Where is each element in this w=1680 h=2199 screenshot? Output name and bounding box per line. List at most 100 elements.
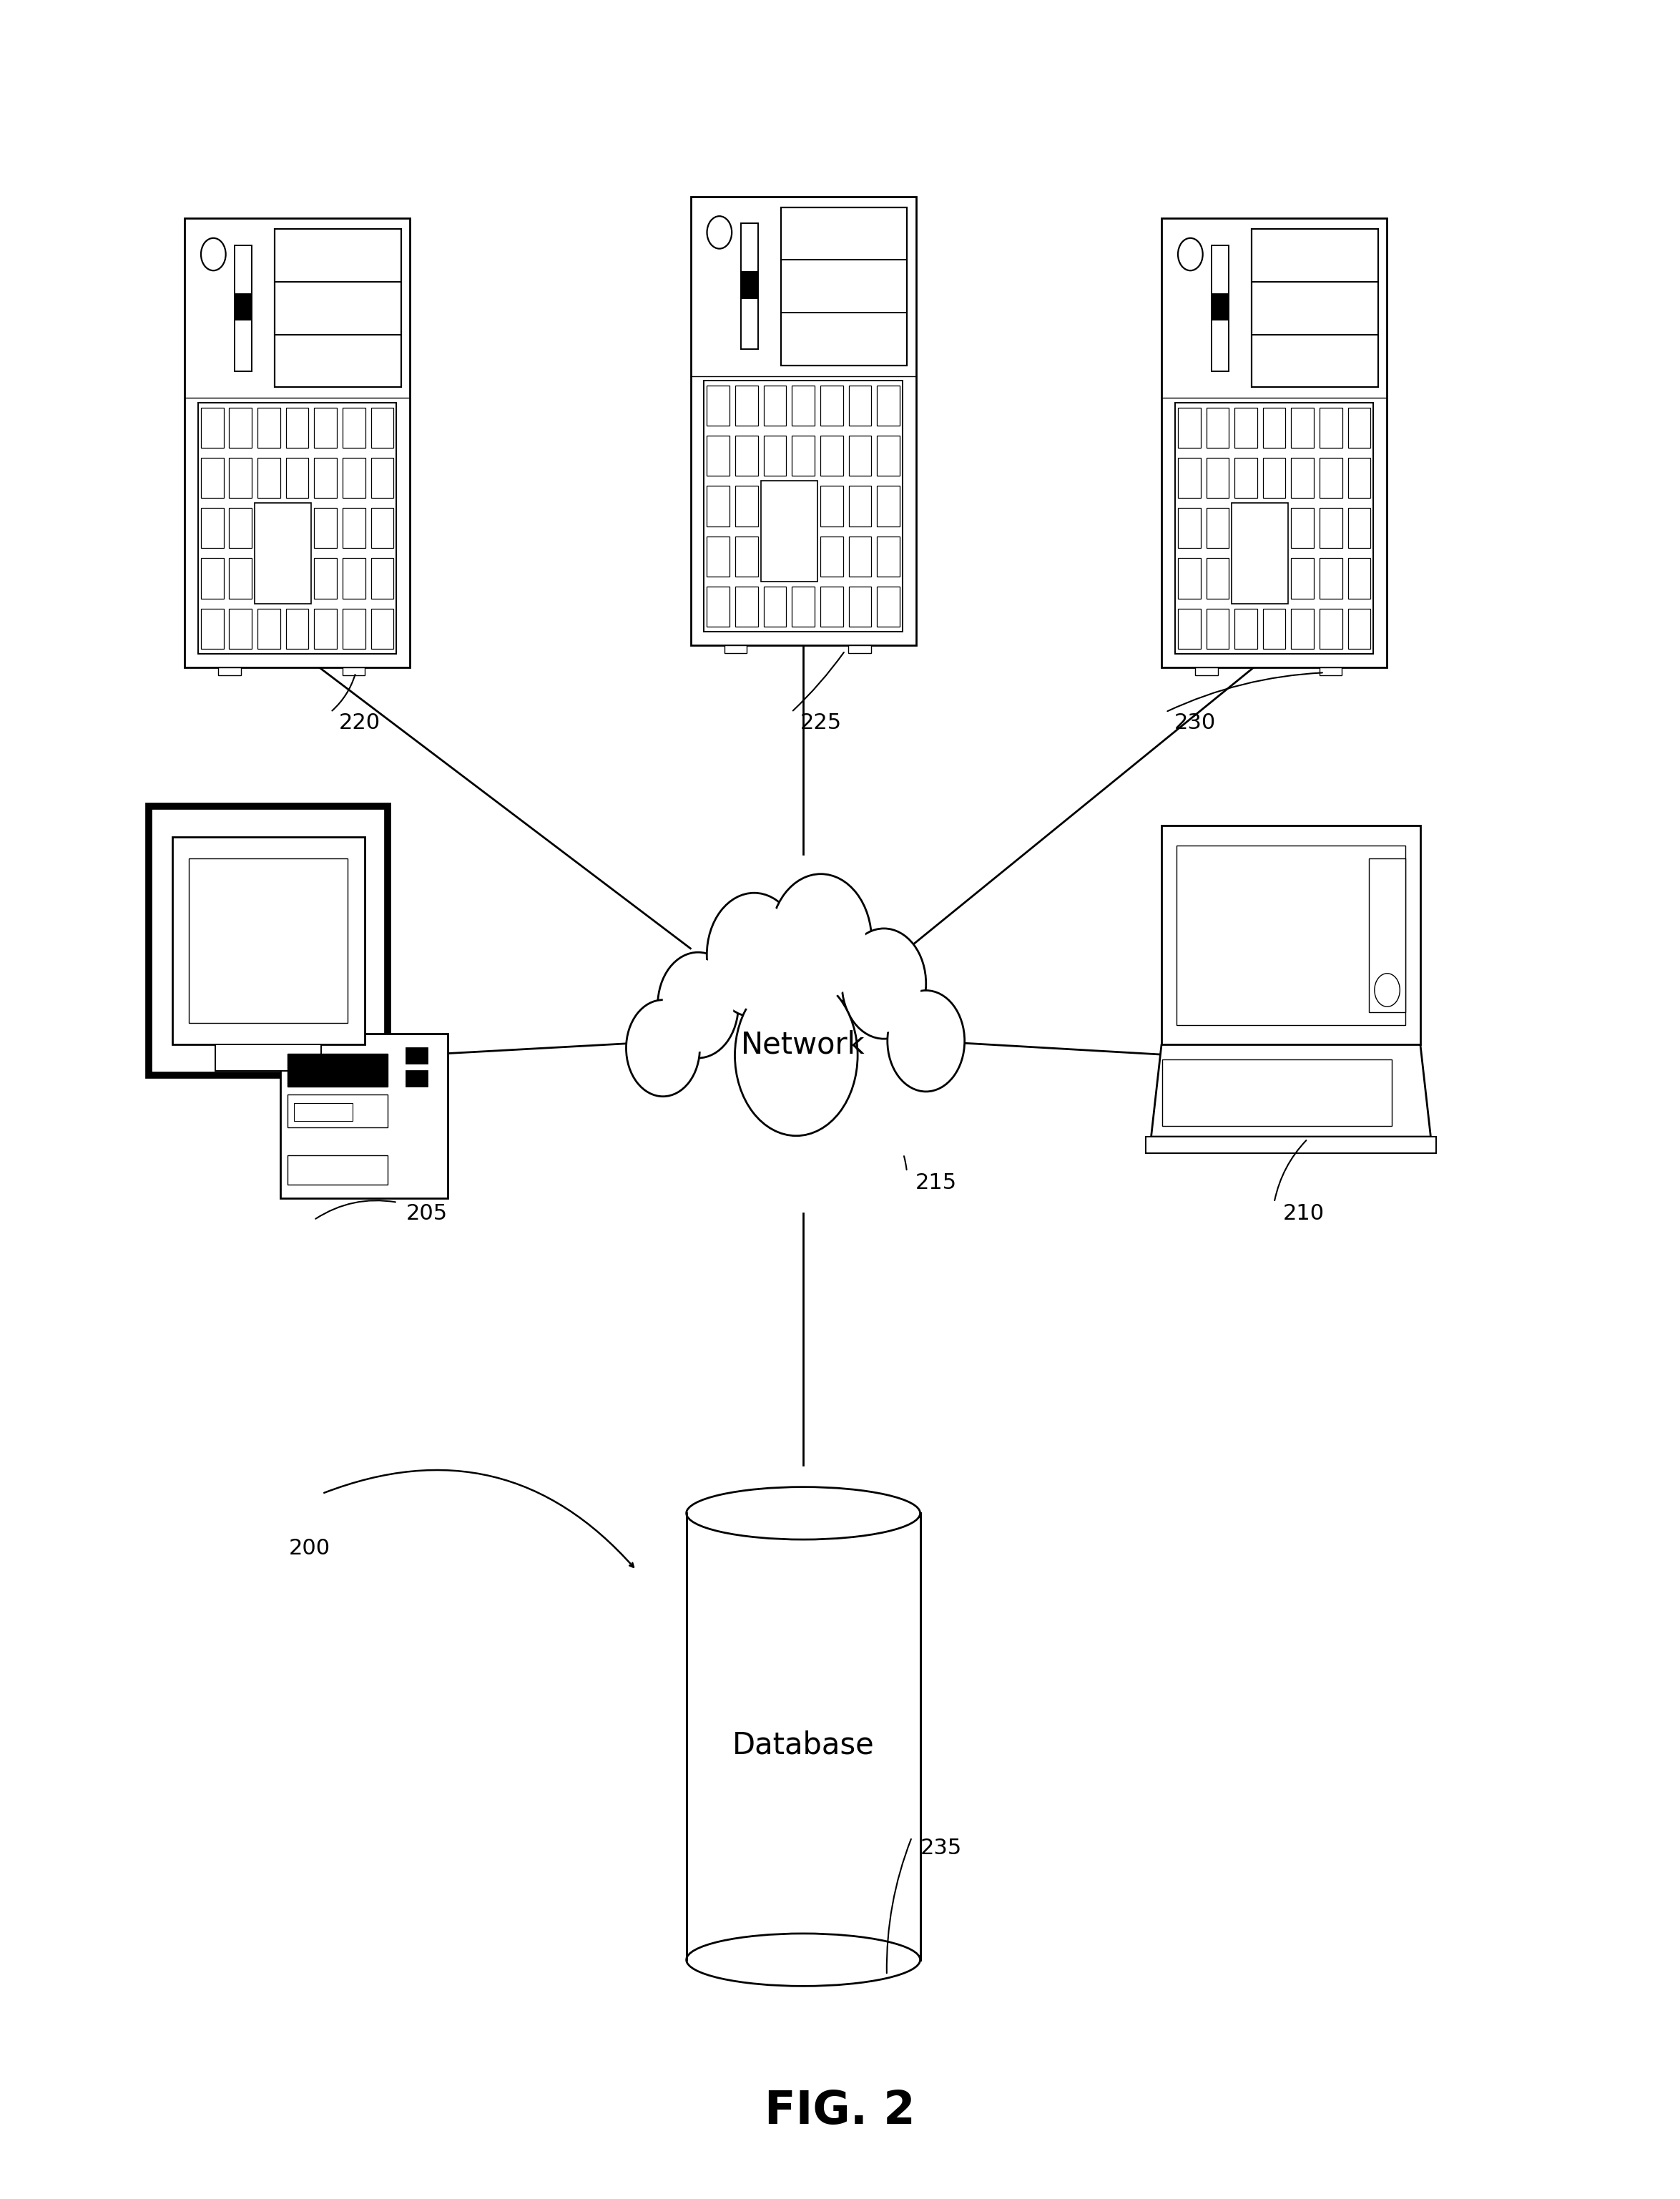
- Bar: [877, 486, 899, 526]
- Bar: [314, 508, 338, 548]
- Bar: [202, 407, 223, 449]
- Text: 200: 200: [289, 1537, 331, 1559]
- Bar: [314, 609, 338, 649]
- Bar: [257, 609, 281, 649]
- Bar: [1235, 609, 1257, 649]
- Bar: [764, 537, 786, 576]
- Bar: [228, 609, 252, 649]
- Bar: [707, 537, 729, 576]
- Bar: [257, 508, 281, 548]
- Bar: [1178, 508, 1201, 548]
- Bar: [820, 537, 843, 576]
- Circle shape: [707, 893, 801, 1016]
- Circle shape: [712, 899, 796, 1009]
- Bar: [741, 224, 758, 350]
- Bar: [202, 508, 223, 548]
- Bar: [1347, 508, 1371, 548]
- Bar: [687, 1513, 921, 1959]
- Bar: [1163, 1060, 1391, 1126]
- Text: FIG. 2: FIG. 2: [764, 2089, 916, 2133]
- Circle shape: [842, 928, 926, 1038]
- Polygon shape: [1151, 1045, 1431, 1137]
- Bar: [215, 1045, 321, 1071]
- Bar: [1206, 508, 1228, 548]
- Circle shape: [1374, 974, 1399, 1007]
- Bar: [314, 407, 338, 449]
- Bar: [1347, 559, 1371, 598]
- Bar: [1231, 504, 1289, 603]
- Bar: [736, 537, 758, 576]
- Bar: [371, 609, 393, 649]
- Circle shape: [657, 952, 739, 1058]
- Bar: [1292, 457, 1314, 497]
- Bar: [1211, 246, 1230, 372]
- Bar: [791, 587, 815, 627]
- Bar: [235, 246, 252, 372]
- Bar: [343, 666, 365, 675]
- Bar: [1206, 407, 1228, 449]
- Bar: [848, 435, 872, 475]
- Text: 215: 215: [916, 1172, 956, 1194]
- Bar: [781, 207, 907, 365]
- Circle shape: [887, 990, 964, 1091]
- Circle shape: [707, 216, 732, 248]
- Bar: [287, 1154, 388, 1185]
- Bar: [1178, 609, 1201, 649]
- Bar: [1146, 1137, 1436, 1152]
- Bar: [1292, 508, 1314, 548]
- Bar: [257, 559, 281, 598]
- Bar: [764, 435, 786, 475]
- Bar: [1292, 407, 1314, 449]
- Circle shape: [627, 1001, 701, 1097]
- Bar: [190, 858, 348, 1023]
- Bar: [276, 229, 402, 387]
- Bar: [848, 486, 872, 526]
- Bar: [820, 587, 843, 627]
- Bar: [286, 457, 309, 497]
- Bar: [848, 644, 870, 653]
- Bar: [877, 385, 899, 427]
- Circle shape: [734, 974, 857, 1135]
- Bar: [1319, 666, 1342, 675]
- Bar: [343, 559, 365, 598]
- Circle shape: [847, 935, 921, 1031]
- Circle shape: [662, 959, 734, 1051]
- Bar: [877, 537, 899, 576]
- Bar: [1347, 457, 1371, 497]
- Bar: [736, 486, 758, 526]
- Bar: [820, 435, 843, 475]
- Bar: [314, 559, 338, 598]
- Bar: [736, 587, 758, 627]
- Bar: [707, 587, 729, 627]
- Bar: [764, 486, 786, 526]
- Bar: [764, 385, 786, 427]
- Bar: [1252, 229, 1378, 387]
- Bar: [1235, 508, 1257, 548]
- Bar: [1206, 559, 1228, 598]
- Bar: [736, 385, 758, 427]
- Circle shape: [769, 873, 872, 1007]
- Bar: [287, 1095, 388, 1128]
- Bar: [343, 407, 365, 449]
- Bar: [820, 385, 843, 427]
- Bar: [791, 435, 815, 475]
- Bar: [407, 1047, 427, 1064]
- Bar: [1235, 407, 1257, 449]
- Bar: [1263, 457, 1285, 497]
- Circle shape: [892, 996, 959, 1086]
- Bar: [1194, 666, 1218, 675]
- Circle shape: [743, 985, 850, 1126]
- Text: 205: 205: [407, 1203, 447, 1223]
- Bar: [1206, 609, 1228, 649]
- Bar: [281, 1034, 447, 1198]
- Bar: [1292, 609, 1314, 649]
- Bar: [343, 457, 365, 497]
- Circle shape: [202, 237, 225, 270]
- Circle shape: [734, 974, 857, 1135]
- Bar: [1263, 609, 1285, 649]
- Bar: [228, 559, 252, 598]
- Circle shape: [769, 873, 872, 1007]
- Bar: [202, 609, 223, 649]
- Bar: [1235, 457, 1257, 497]
- Circle shape: [842, 928, 926, 1038]
